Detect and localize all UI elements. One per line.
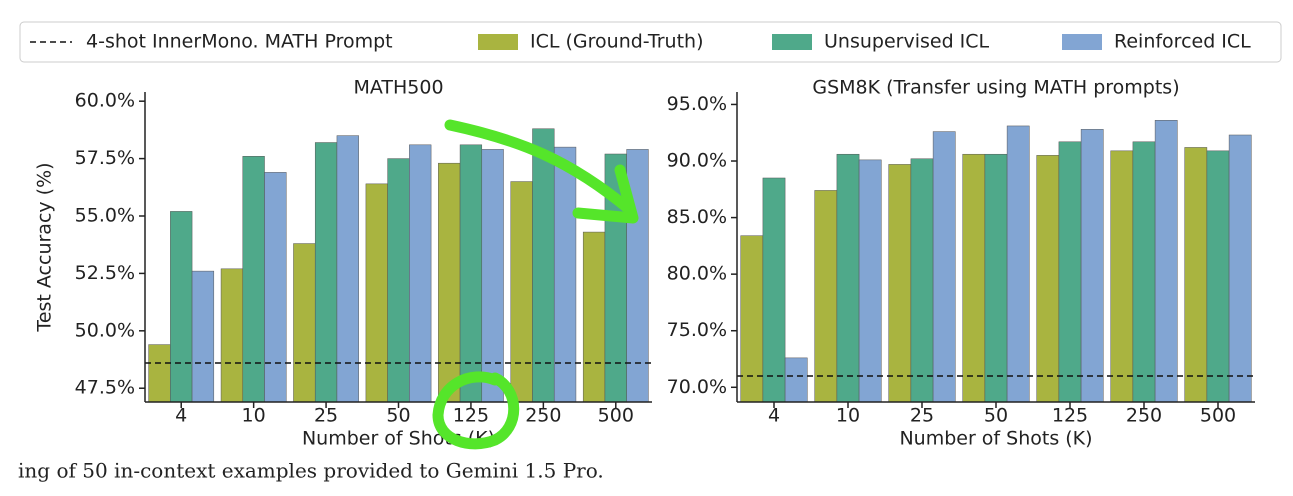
legend-label: Unsupervised ICL (824, 31, 990, 53)
y-tick-label: 57.5% (75, 147, 135, 169)
bar (1154, 120, 1178, 403)
annotation (572, 164, 639, 224)
x-tick-label: 10 (836, 405, 860, 427)
bar (242, 156, 265, 403)
x-tick-label: 4 (175, 405, 187, 427)
y-tick-label: 70.0% (667, 376, 727, 398)
x-axis-label: Number of Shots (K) (899, 428, 1092, 450)
caption: ing of 50 in-context examples provided t… (18, 459, 604, 483)
bar (365, 183, 388, 403)
bar (1110, 150, 1134, 403)
bar (438, 162, 461, 403)
chart-title: GSM8K (Transfer using MATH prompts) (812, 77, 1179, 99)
bar (387, 158, 410, 403)
y-tick-label: 50.0% (75, 319, 135, 341)
x-tick-label: 500 (1200, 405, 1236, 427)
y-tick-label: 95.0% (667, 93, 727, 115)
annotation (432, 371, 520, 450)
x-tick-label: 125 (1052, 405, 1088, 427)
bar (1036, 155, 1060, 403)
bar (784, 357, 808, 403)
x-tick-label: 25 (910, 405, 934, 427)
bar (1206, 150, 1230, 403)
y-tick-label: 80.0% (667, 263, 727, 285)
legend-box (19, 21, 1282, 63)
bar (481, 149, 504, 403)
legend-label: Reinforced ICL (1114, 31, 1251, 53)
bar (148, 344, 171, 403)
bar (1058, 141, 1082, 403)
y-axis-label: Test Accuracy (%) (34, 162, 56, 332)
bar (532, 128, 555, 403)
x-tick-label: 25 (314, 405, 338, 427)
bar (836, 153, 860, 403)
bar (191, 270, 215, 403)
legend-swatch (772, 34, 812, 50)
bar (740, 235, 764, 403)
legend-swatch (1062, 34, 1102, 50)
bar (762, 177, 786, 403)
y-tick-label: 85.0% (667, 206, 727, 228)
bar (264, 172, 287, 403)
y-tick-label: 60.0% (75, 90, 135, 112)
x-tick-label: 250 (1126, 405, 1162, 427)
bar (1228, 134, 1252, 403)
x-tick-label: 50 (386, 405, 410, 427)
legend-label: 4-shot InnerMono. MATH Prompt (86, 31, 393, 53)
bar (1132, 141, 1156, 403)
bar (910, 158, 934, 403)
legend-swatch (478, 34, 518, 50)
bar (1006, 125, 1030, 403)
bar (582, 231, 606, 403)
legend-label: ICL (Ground-Truth) (530, 31, 703, 53)
bar (888, 164, 912, 403)
x-tick-label: 4 (768, 405, 780, 427)
x-tick-label: 500 (598, 405, 634, 427)
y-tick-label: 52.5% (75, 262, 135, 284)
bar (553, 146, 577, 403)
bar (293, 243, 316, 403)
bar (858, 159, 882, 403)
bar (170, 211, 193, 403)
bar (814, 190, 838, 403)
chart-title: MATH500 (353, 77, 443, 99)
y-tick-label: 55.0% (75, 205, 135, 227)
bar (1184, 147, 1208, 403)
bar (932, 131, 956, 403)
x-tick-label: 50 (984, 405, 1008, 427)
x-tick-label: 250 (525, 405, 561, 427)
annotation (444, 119, 636, 216)
bar (510, 181, 533, 403)
y-tick-label: 75.0% (667, 319, 727, 341)
bar (1080, 129, 1104, 403)
bar (336, 135, 359, 403)
y-tick-label: 90.0% (667, 150, 727, 172)
bar (984, 153, 1008, 403)
y-tick-label: 47.5% (75, 377, 135, 399)
x-tick-label: 125 (453, 405, 489, 427)
bar (220, 268, 244, 403)
bar (962, 153, 986, 403)
x-tick-label: 10 (242, 405, 266, 427)
